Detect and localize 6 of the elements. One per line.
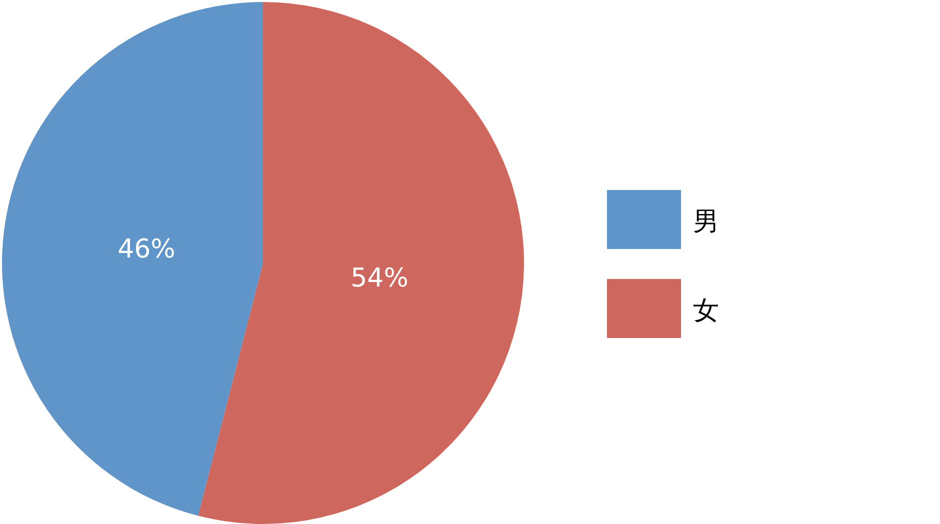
- legend-label: 男: [693, 207, 719, 237]
- pie-slice: [198, 2, 524, 524]
- legend-label: 女: [693, 296, 719, 326]
- pie-slice: [2, 2, 263, 516]
- data-label: 46%: [118, 234, 176, 264]
- data-label: 54%: [350, 264, 408, 294]
